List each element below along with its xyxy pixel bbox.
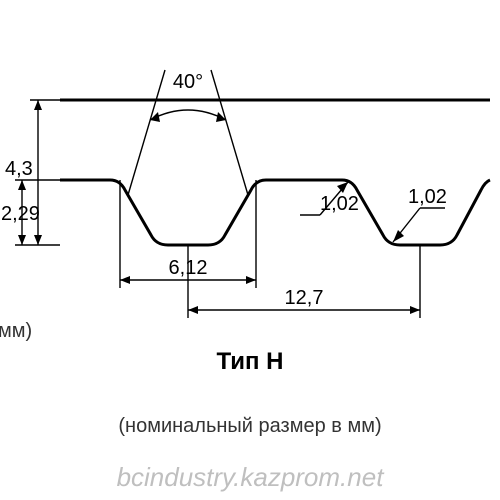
radius-top-annotation: 1,02 bbox=[300, 182, 359, 215]
belt-profile-diagram: 40° 4,3 2,29 6,12 12,7 bbox=[0, 30, 500, 370]
radius-top-label: 1,02 bbox=[320, 193, 359, 215]
diagram-title: Тип H bbox=[0, 348, 500, 376]
side-unit-fragment: мм) bbox=[0, 320, 32, 343]
watermark-text: bcindustry.kazprom.net bbox=[0, 462, 500, 493]
pitch-dimension: 12,7 bbox=[188, 245, 420, 318]
angle-label: 40° bbox=[173, 71, 203, 93]
radius-root-annotation: 1,02 bbox=[393, 186, 447, 242]
total-height-label: 4,3 bbox=[5, 158, 33, 180]
angle-annotation: 40° bbox=[128, 70, 248, 195]
pitch-label: 12,7 bbox=[285, 287, 324, 309]
height-dimensions: 4,3 2,29 bbox=[1, 100, 60, 245]
tooth-depth-label: 2,29 bbox=[1, 203, 40, 225]
diagram-subtitle: (номинальный размер в мм) bbox=[0, 415, 500, 438]
radius-root-label: 1,02 bbox=[408, 186, 447, 208]
